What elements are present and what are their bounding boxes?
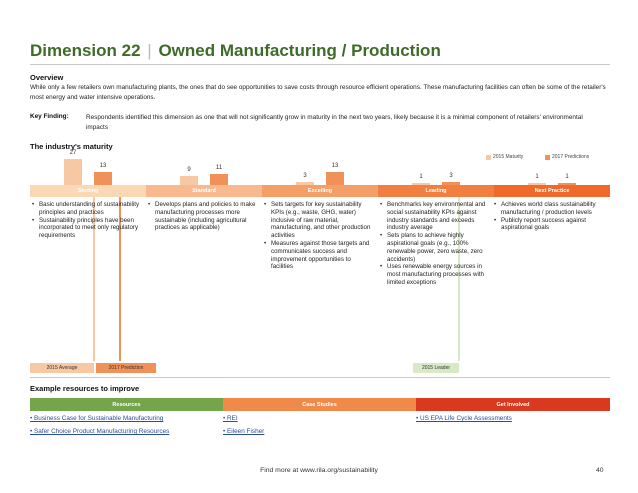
bar-predicted <box>326 172 344 185</box>
bar-predicted <box>94 172 112 185</box>
bar-value-label: 27 <box>69 150 77 156</box>
bar-predicted <box>210 174 228 185</box>
list-item: Sets plans to achieve highly aspirationa… <box>380 232 488 263</box>
bar-value-label: 13 <box>99 163 107 170</box>
bar-predicted <box>442 182 460 185</box>
stage-column-leading: Benchmarks key environmental and social … <box>380 201 488 287</box>
stage-column-next-practice: Achieves world class sustainability manu… <box>494 201 608 232</box>
link-safer-choice[interactable]: • Safer Choice Product Manufacturing Res… <box>30 428 170 435</box>
page-title: Dimension 22 | Owned Manufacturing / Pro… <box>30 41 441 60</box>
stage-band: Starting Standard Excelling Leading Next… <box>30 185 610 197</box>
bar-value-label: 1 <box>535 174 539 180</box>
bar-value-label: 1 <box>565 174 569 180</box>
legend-current: 2015 Maturity <box>486 154 523 160</box>
bar-current <box>412 183 430 185</box>
section-divider <box>30 377 610 378</box>
bar-value-label: 13 <box>331 163 339 170</box>
list-item: Basic understanding of sustainability pr… <box>32 201 144 217</box>
case-studies-tab: Case Studies <box>223 398 416 411</box>
overview-text: While only a few retailers own manufactu… <box>30 84 606 101</box>
leader-marker: 2015 Leader <box>413 363 459 373</box>
stage-column-standard: Develops plans and policies to make manu… <box>148 201 260 232</box>
bar-current <box>528 183 546 185</box>
bar-current <box>180 176 198 185</box>
stage-standard: Standard <box>146 185 262 197</box>
page-number: 40 <box>596 467 604 474</box>
bar-value-label: 1 <box>419 174 423 180</box>
footer-text: Find more at www.rila.org/sustainability <box>260 467 378 474</box>
stage-next-practice: Next Practice <box>494 185 610 197</box>
list-item: Uses renewable energy sources in most ma… <box>380 263 488 286</box>
list-item: Benchmarks key environmental and social … <box>380 201 488 232</box>
bar-value-label: 9 <box>187 167 191 174</box>
bar-value-label: 3 <box>449 173 453 180</box>
list-item: Publicly report success against aspirati… <box>494 217 608 233</box>
average-marker-line <box>93 197 95 361</box>
list-item: Measures against those targets and commu… <box>264 240 372 271</box>
get-involved-tab: Get Involved <box>416 398 610 411</box>
resources-band: Resources Case Studies Get Involved <box>30 398 610 411</box>
link-business-case[interactable]: • Business Case for Sustainable Manufact… <box>30 415 164 422</box>
overview-heading: Overview <box>30 73 64 82</box>
legend-predicted: 2017 Predictions <box>545 154 589 160</box>
bar-value-label: 11 <box>215 165 223 172</box>
maturity-heading: The industry's maturity <box>30 142 113 151</box>
bar-value-label: 3 <box>303 173 307 180</box>
list-item: Sets targets for key sustainability KPIs… <box>264 201 372 240</box>
prediction-marker-line <box>119 197 121 361</box>
list-item: Achieves world class sustainability manu… <box>494 201 608 217</box>
bar-current <box>296 182 314 185</box>
legend-swatch-predicted <box>545 154 550 160</box>
resources-heading: Example resources to improve <box>30 384 140 393</box>
link-eileen-fisher[interactable]: • Eileen Fisher <box>223 428 265 435</box>
stage-leading: Leading <box>378 185 494 197</box>
prediction-marker: 2017 Prediction <box>96 363 156 373</box>
list-item: Develops plans and policies to make manu… <box>148 201 260 232</box>
link-rei[interactable]: • REI <box>223 415 238 422</box>
bar-current <box>64 159 82 185</box>
stage-excelling: Excelling <box>262 185 378 197</box>
stage-column-starting: Basic understanding of sustainability pr… <box>32 201 144 240</box>
key-finding-label: Key Finding: <box>30 113 69 120</box>
stage-column-excelling: Sets targets for key sustainability KPIs… <box>264 201 372 271</box>
bar-predicted <box>558 183 576 185</box>
resources-tab: Resources <box>30 398 223 411</box>
title-divider <box>30 64 610 65</box>
list-item: Sustainability principles have been inco… <box>32 217 144 240</box>
key-finding-text: Respondents identified this dimension as… <box>86 114 583 131</box>
average-marker: 2015 Average <box>30 363 94 373</box>
link-epa-lca[interactable]: • US EPA Life Cycle Assessments <box>416 415 512 422</box>
legend-swatch-current <box>486 154 491 160</box>
stage-starting: Starting <box>30 185 146 197</box>
